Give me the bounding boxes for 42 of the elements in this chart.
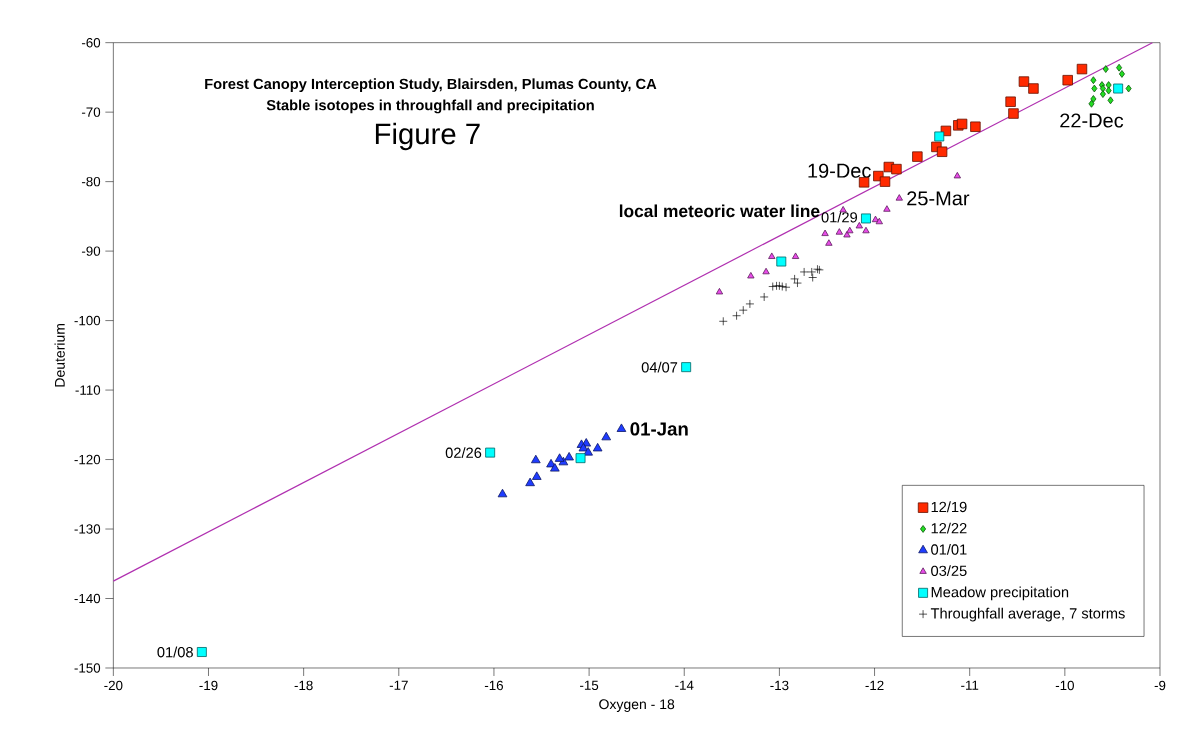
y-axis-title: Deuterium bbox=[54, 323, 65, 387]
legend-label: Meadow precipitation bbox=[931, 586, 1069, 601]
annotation: 22-Dec bbox=[1060, 113, 1124, 128]
x-tick-label: -19 bbox=[199, 680, 218, 691]
x-tick-label: -14 bbox=[675, 680, 694, 690]
x-tick-label: -15 bbox=[580, 680, 599, 690]
y-tick-label: -100 bbox=[74, 315, 101, 326]
x-tick-label: -10 bbox=[1055, 680, 1074, 691]
y-tick-label: -110 bbox=[75, 385, 101, 395]
annotation: 04/07 bbox=[641, 361, 678, 373]
y-tick-label: -90 bbox=[81, 246, 101, 256]
y-tick-label: -70 bbox=[81, 107, 101, 117]
y-tick-label: -140 bbox=[74, 593, 101, 604]
annotation: 25-Mar bbox=[907, 191, 970, 206]
x-tick-label: -16 bbox=[484, 680, 503, 691]
y-tick-label: -130 bbox=[74, 524, 101, 534]
legend-label: 12/19 bbox=[931, 501, 967, 513]
y-tick-label: -120 bbox=[74, 454, 101, 465]
annotation: 02/26 bbox=[445, 447, 482, 458]
annotation: 01/08 bbox=[157, 646, 193, 658]
x-tick-label: -20 bbox=[104, 680, 123, 691]
annotation: 19-Dec bbox=[808, 163, 871, 178]
x-tick-label: -13 bbox=[770, 680, 789, 691]
x-tick-label: -11 bbox=[961, 680, 979, 690]
y-tick-label: -60 bbox=[81, 37, 101, 48]
text: Stable isotopes in throughfall and precipitation bbox=[266, 99, 594, 114]
legend-label: 01/01 bbox=[931, 543, 967, 555]
x-tick-label: -9 bbox=[1154, 680, 1166, 691]
x-axis-title: Oxygen - 18 bbox=[599, 699, 675, 712]
x-tick-label: -12 bbox=[865, 680, 884, 691]
legend-label: Throughfall average, 7 storms bbox=[930, 607, 1125, 622]
x-tick-label: -18 bbox=[294, 680, 313, 691]
annotation: local meteoric water line bbox=[619, 204, 820, 218]
annotation: 01-Jan bbox=[630, 422, 688, 436]
legend-label: 12/22 bbox=[931, 522, 967, 534]
y-tick-label: -80 bbox=[81, 176, 101, 187]
legend-label: 03/25 bbox=[931, 565, 967, 577]
annotation: Figure 7 bbox=[375, 122, 480, 151]
y-tick-label: -150 bbox=[74, 663, 101, 673]
annotation: 01/29 bbox=[821, 211, 858, 223]
x-tick-label: -17 bbox=[389, 680, 408, 690]
text: Forest Canopy Interception Study, Blairsden, Plumas County, CA bbox=[205, 78, 657, 93]
